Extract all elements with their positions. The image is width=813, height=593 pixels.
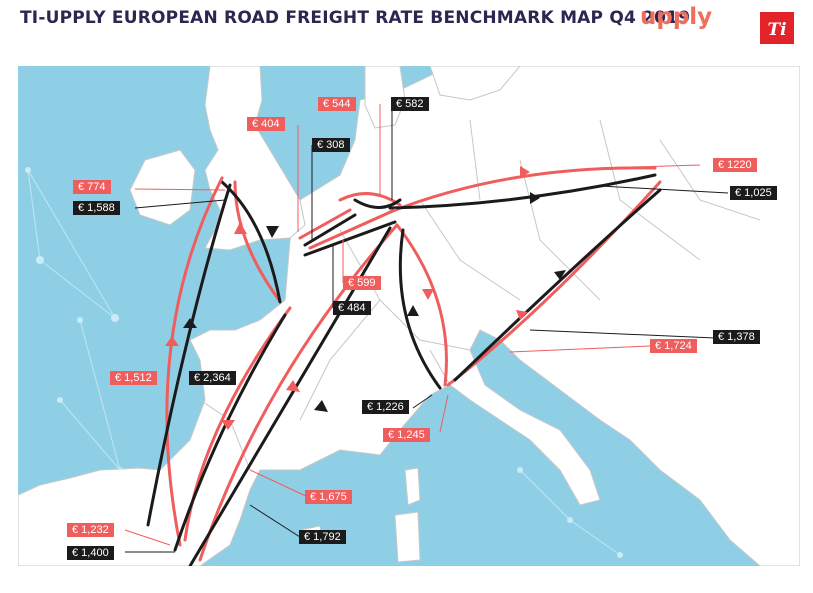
rate-label-1675: € 1,675	[305, 490, 352, 504]
route-italy-poland-black	[453, 188, 662, 382]
corsica	[404, 467, 421, 506]
rate-label-1400: € 1,400	[67, 546, 114, 560]
route-germany-benelux-red	[308, 208, 397, 250]
route-uk-benelux-black	[303, 213, 357, 247]
sardinia	[394, 511, 421, 563]
scandinavia	[429, 66, 521, 101]
route-denmark-red	[338, 192, 402, 207]
route-germany-italy-black	[398, 228, 442, 390]
rate-label-582: € 582	[391, 97, 429, 111]
route-germany-spain-red	[198, 223, 399, 562]
route-germany-italy-red	[395, 223, 448, 387]
route-denmark-black	[353, 198, 402, 209]
upply-logo: upply	[640, 4, 713, 30]
route-poland-germany-red	[388, 166, 657, 214]
rate-label-1025: € 1,025	[730, 186, 777, 200]
rate-label-1792: € 1,792	[299, 530, 346, 544]
rate-label-308: € 308	[312, 138, 350, 152]
route-uk-spain-red	[165, 176, 224, 547]
route-uk-spain-black	[146, 183, 232, 527]
rate-label-774: € 774	[73, 180, 111, 194]
rate-label-1232: € 1,232	[67, 523, 114, 537]
rate-label-1220: € 1220	[713, 158, 757, 172]
route-uk-internal-black	[220, 180, 282, 304]
leader-lines	[124, 104, 729, 553]
rate-label-599: € 599	[343, 276, 381, 290]
route-uk-benelux-red	[298, 208, 352, 240]
rate-label-1588: € 1,588	[73, 201, 120, 215]
rate-label-1724: € 1,724	[650, 339, 697, 353]
ti-logo: Ti	[760, 12, 794, 44]
rate-label-2364: € 2,364	[189, 371, 236, 385]
ireland	[129, 149, 196, 226]
rate-label-484: € 484	[333, 301, 371, 315]
route-poland-germany-black	[388, 173, 657, 210]
rate-label-404: € 404	[247, 117, 285, 131]
routes	[146, 166, 662, 566]
route-france-spain-black	[173, 313, 287, 552]
route-germany-benelux-black	[303, 220, 397, 257]
rate-label-1378: € 1,378	[713, 330, 760, 344]
rate-label-1512: € 1,512	[110, 371, 157, 385]
map-title: TI-UPPLY EUROPEAN ROAD FREIGHT RATE BENC…	[20, 8, 691, 28]
arrow-heads	[165, 166, 566, 430]
rate-label-1226: € 1,226	[362, 400, 409, 414]
rate-label-544: € 544	[318, 97, 356, 111]
rate-label-1245: € 1,245	[383, 428, 430, 442]
denmark	[364, 66, 406, 129]
